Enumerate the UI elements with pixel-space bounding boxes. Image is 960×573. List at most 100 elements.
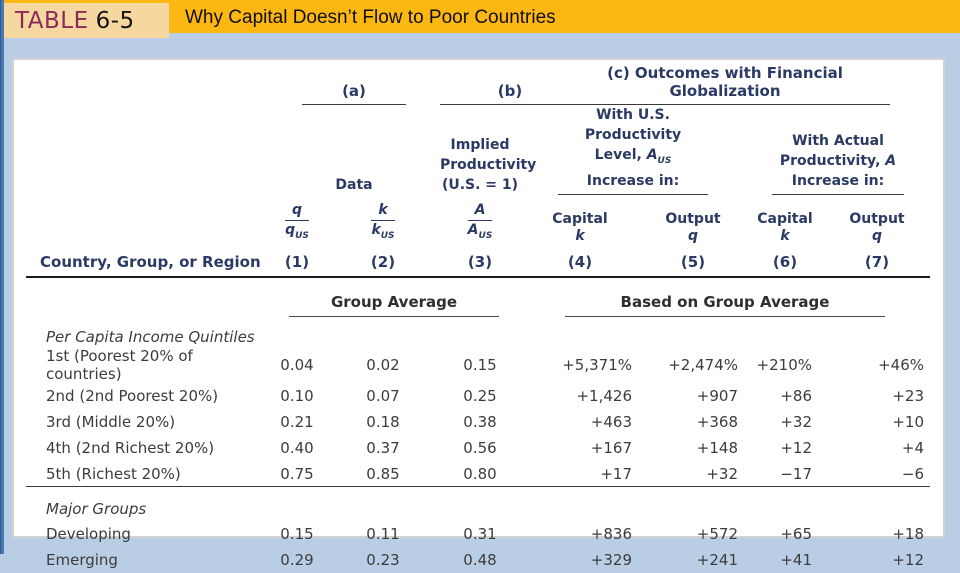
cell-value: +210% <box>756 355 812 374</box>
cell-value: 0.21 <box>280 412 314 431</box>
cell-value: +2,474% <box>668 355 738 374</box>
cell-value: 0.02 <box>366 355 400 374</box>
output-q-header-actual: Output q <box>849 210 905 244</box>
ratio-k-header: k kUS <box>371 202 395 241</box>
ratio-a-header: A AUS <box>467 202 493 241</box>
table-title: Why Capital Doesn’t Flow to Poor Countri… <box>185 7 556 28</box>
row-label: Developing <box>46 524 131 543</box>
capital-k-header-actual: Capital k <box>757 210 813 244</box>
section-row: Major Groups <box>26 486 930 521</box>
table-row: 3rd (Middle 20%) 0.21 0.18 0.38 +463 +368 +32 +… <box>26 409 930 435</box>
output-q-header-us: Output q <box>665 210 721 244</box>
column-number: (7) <box>824 246 930 278</box>
cell-value: +17 <box>600 464 632 483</box>
table-number-tag: TABLE 6-5 <box>4 3 169 38</box>
cell-value: 0.15 <box>463 355 497 374</box>
cell-value: +41 <box>780 550 812 569</box>
row-label: 4th (2nd Richest 20%) <box>46 438 215 457</box>
row-label: 3rd (Middle 20%) <box>46 412 176 431</box>
group-average-header: Group Average <box>289 293 499 317</box>
cell-value: +32 <box>706 464 738 483</box>
cell-value: +65 <box>780 524 812 543</box>
cell-value: 0.10 <box>280 386 314 405</box>
cell-value: 0.38 <box>463 412 497 431</box>
cell-value: 0.75 <box>280 464 314 483</box>
cell-value: +463 <box>590 412 632 431</box>
column-group-c-header: (c) Outcomes with Financial Globalizatio… <box>560 64 890 105</box>
table-row: 2nd (2nd Poorest 20%) 0.10 0.07 0.25 +1,426 +… <box>26 383 930 409</box>
cell-value: +10 <box>892 412 924 431</box>
cell-value: +46% <box>878 355 924 374</box>
table-number: 6-5 <box>95 7 135 34</box>
cell-value: 0.15 <box>280 524 314 543</box>
row-label: 2nd (2nd Poorest 20%) <box>46 386 219 405</box>
cell-value: 0.85 <box>366 464 400 483</box>
table-label: TABLE <box>15 7 89 34</box>
cell-value: 0.25 <box>463 386 497 405</box>
column-number: (3) <box>440 246 520 278</box>
cell-value: 0.29 <box>280 550 314 569</box>
cell-value: +18 <box>892 524 924 543</box>
cell-value: +836 <box>590 524 632 543</box>
cell-value: 0.04 <box>280 355 314 374</box>
cell-value: −17 <box>780 464 812 483</box>
cell-value: 0.37 <box>366 438 400 457</box>
ratio-q-header: q qUS <box>285 202 309 241</box>
column-number: (6) <box>746 246 824 278</box>
table-row: 1st (Poorest 20% of countries) 0.04 0.02 0.… <box>26 347 930 383</box>
cell-value: +907 <box>696 386 738 405</box>
cell-value: +148 <box>696 438 738 457</box>
based-on-group-average-header: Based on Group Average <box>565 293 885 317</box>
data-subheader: Data <box>335 176 373 193</box>
cell-value: +5,371% <box>562 355 632 374</box>
cell-value: +12 <box>780 438 812 457</box>
column-group-b-header: (b) <box>440 82 580 105</box>
cell-value: +86 <box>780 386 812 405</box>
cell-value: 0.40 <box>280 438 314 457</box>
cell-value: 0.31 <box>463 524 497 543</box>
cell-value: +368 <box>696 412 738 431</box>
cell-value: 0.18 <box>366 412 400 431</box>
column-numbers-row: Country, Group, or Region (1) (2) (3) (4… <box>26 246 930 278</box>
with-us-productivity-header: With U.S. Productivity Level, AUS Increa… <box>558 105 708 195</box>
table-row: 4th (2nd Richest 20%) 0.40 0.37 0.56 +167 +14… <box>26 435 930 461</box>
row-label: Emerging <box>46 550 118 569</box>
cell-value: 0.23 <box>366 550 400 569</box>
table-panel: (a) (b) (c) Outcomes with Financial Glob… <box>12 58 945 569</box>
column-number: (5) <box>640 246 746 278</box>
cell-value: +23 <box>892 386 924 405</box>
column-group-a-header: (a) <box>302 82 406 105</box>
column-number: (2) <box>326 246 440 278</box>
table-row: Emerging 0.29 0.23 0.48 +329 +241 +41 +12 <box>26 547 930 573</box>
page-left-accent-stripe <box>0 0 4 554</box>
cell-value: +167 <box>590 438 632 457</box>
with-actual-productivity-header: With Actual Productivity, A Increase in: <box>772 131 904 195</box>
variable-symbols-row: q qUS k kUS A AUS Capital k Output q Capital k <box>26 197 930 247</box>
table-body: Per Capita Income Quintiles 1st (Poorest … <box>26 321 930 573</box>
section-label: Major Groups <box>26 486 930 521</box>
table-row: Developing 0.15 0.11 0.31 +836 +572 +65 +18 <box>26 521 930 547</box>
span-header-row: Group Average Based on Group Average <box>26 277 930 321</box>
table-row: 5th (Richest 20%) 0.75 0.85 0.80 +17 +32 −17 −6 <box>26 461 930 487</box>
cell-value: 0.80 <box>463 464 497 483</box>
cell-value: 0.48 <box>463 550 497 569</box>
section-label: Per Capita Income Quintiles <box>46 327 255 346</box>
cell-value: −6 <box>901 464 924 483</box>
cell-value: +12 <box>892 550 924 569</box>
implied-productivity-header: Implied Productivity (U.S. = 1) <box>440 136 537 193</box>
cell-value: 0.07 <box>366 386 400 405</box>
cell-value: +32 <box>780 412 812 431</box>
data-table: (a) (b) (c) Outcomes with Financial Glob… <box>26 64 930 573</box>
column-number: (4) <box>520 246 640 278</box>
cell-value: +329 <box>590 550 632 569</box>
cell-value: +1,426 <box>576 386 632 405</box>
row-label: 1st (Poorest 20% of countries) <box>46 346 193 383</box>
cell-value: 0.11 <box>366 524 400 543</box>
cell-value: +572 <box>696 524 738 543</box>
cell-value: +4 <box>901 438 924 457</box>
capital-k-header-us: Capital k <box>552 210 608 244</box>
sub-header-row: Data Implied Productivity (U.S. = 1) Wit… <box>26 105 930 197</box>
group-header-row: (a) (b) (c) Outcomes with Financial Glob… <box>26 64 930 105</box>
cell-value: +241 <box>696 550 738 569</box>
section-row: Per Capita Income Quintiles <box>26 321 930 347</box>
